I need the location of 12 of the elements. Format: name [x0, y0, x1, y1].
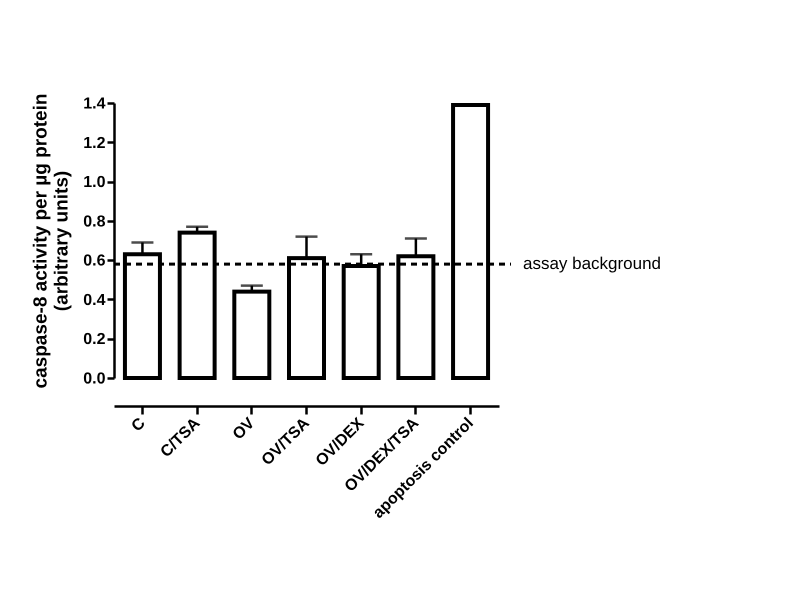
x-tick-label: OV [230, 414, 258, 444]
y-tick-label: 0.4 [83, 292, 106, 309]
ref-line-label: assay background [523, 254, 661, 274]
y-tick-label: 0.6 [83, 252, 106, 270]
y-tick-label: 0.8 [83, 213, 106, 230]
x-tick-label: C [128, 414, 150, 436]
y-tick-label: 0.2 [83, 331, 106, 348]
y-tick-label: 1.4 [83, 96, 106, 112]
y-tick-label: 0.0 [83, 370, 106, 388]
y-axis-title: caspase-8 activity per µg protein (arbitrary units) [30, 93, 72, 389]
y-tick-label: 1.2 [83, 134, 106, 152]
y-tick-label: 1.0 [83, 174, 106, 192]
